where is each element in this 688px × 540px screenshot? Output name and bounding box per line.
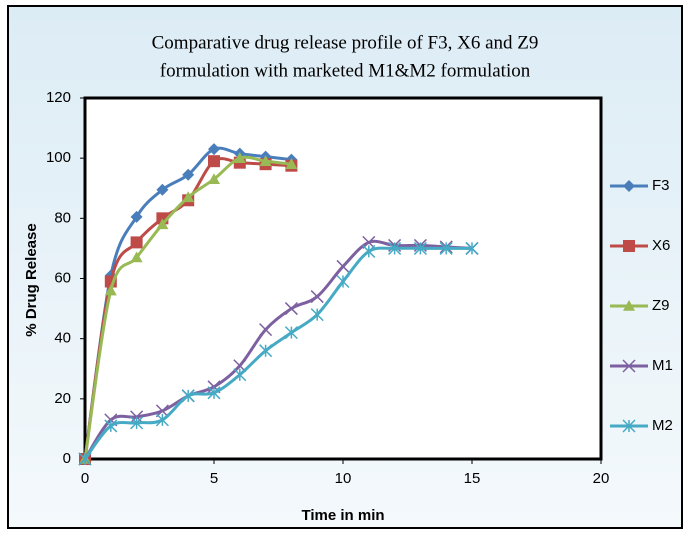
y-tick-label: 120: [46, 89, 71, 106]
marker: [259, 155, 272, 166]
marker: [130, 416, 144, 430]
marker: [208, 173, 220, 185]
x-tick-label: 10: [335, 470, 352, 487]
marker: [130, 410, 144, 424]
marker: [413, 241, 427, 255]
marker: [259, 323, 273, 337]
marker: [207, 386, 221, 400]
legend-label: F3: [652, 177, 670, 194]
marker: [439, 241, 453, 255]
y-tick-label: 20: [54, 390, 71, 407]
marker: [284, 326, 298, 340]
legend-label: M1: [652, 357, 673, 374]
y-axis-title: % Drug Release: [23, 223, 40, 336]
marker: [259, 344, 273, 358]
series-line: [83, 155, 292, 460]
marker: [156, 183, 169, 196]
y-tick-label: 60: [54, 269, 71, 286]
marker: [284, 302, 298, 316]
marker: [130, 251, 143, 263]
marker: [104, 419, 118, 433]
marker: [623, 180, 635, 192]
marker: [623, 300, 635, 311]
marker: [388, 241, 402, 255]
legend-label: M2: [652, 417, 673, 434]
marker: [362, 244, 376, 258]
marker: [130, 236, 143, 249]
legend-label: X6: [652, 237, 670, 254]
marker: [208, 143, 220, 156]
chart-subtitle: formulation with marketed M1&M2 formulat…: [160, 60, 531, 81]
marker: [336, 259, 350, 273]
y-tick-label: 0: [63, 450, 71, 467]
marker: [104, 284, 117, 296]
marker: [285, 158, 298, 169]
x-tick-label: 20: [593, 470, 610, 487]
x-tick-label: 15: [464, 470, 481, 487]
y-tick-label: 40: [54, 330, 71, 347]
x-tick-label: 5: [210, 470, 218, 487]
marker: [130, 210, 143, 223]
x-tick-label: 0: [81, 470, 89, 487]
marker: [208, 155, 220, 168]
marker: [181, 389, 195, 403]
marker: [336, 274, 350, 289]
legend-label: Z9: [652, 297, 670, 314]
series-line: [83, 239, 473, 460]
marker: [78, 452, 92, 466]
marker: [233, 152, 246, 163]
series-line: [83, 246, 472, 460]
marker: [310, 290, 324, 304]
marker: [182, 191, 195, 203]
marker: [233, 368, 247, 382]
x-axis-title: Time in min: [301, 507, 384, 524]
marker: [622, 359, 636, 373]
y-tick-label: 100: [46, 149, 71, 166]
marker: [182, 168, 195, 181]
marker: [623, 240, 635, 252]
marker: [622, 419, 636, 433]
marker: [310, 308, 324, 322]
chart-title: Comparative drug release profile of F3, …: [152, 32, 539, 53]
marker: [465, 241, 479, 255]
marker: [156, 218, 169, 230]
marker: [155, 413, 169, 427]
y-tick-label: 80: [54, 209, 71, 226]
